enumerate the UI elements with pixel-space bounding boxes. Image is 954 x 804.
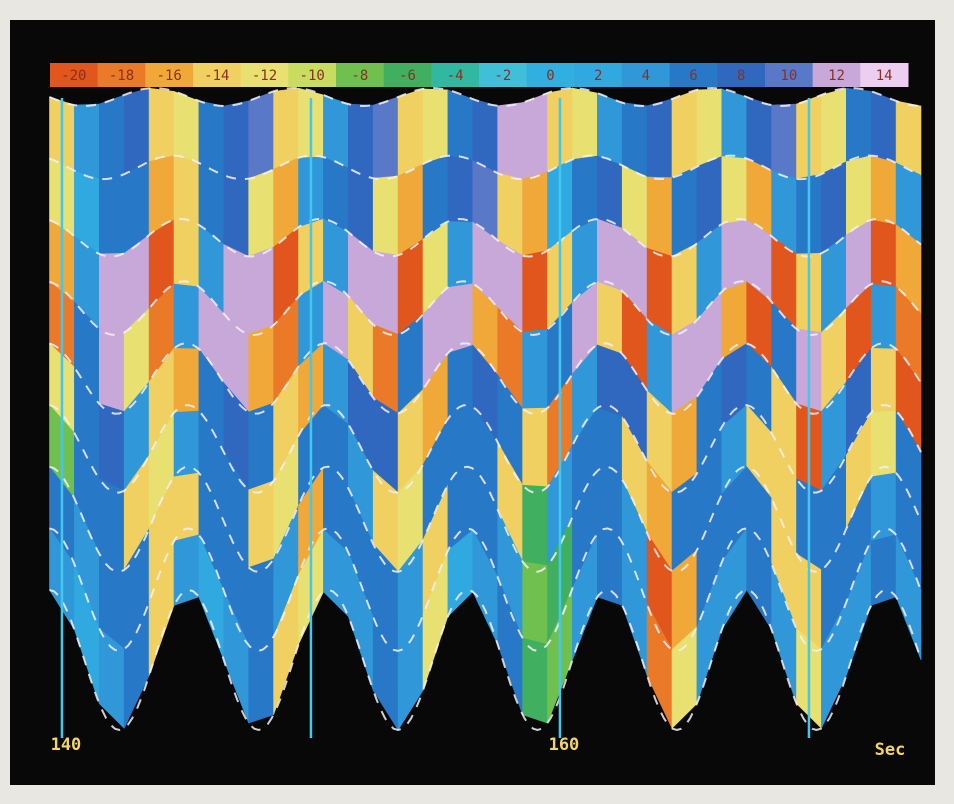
chart: -20-18-16-14-12-10-8-6-4-202468101214140… <box>0 0 954 804</box>
cell <box>622 103 647 177</box>
cell <box>672 90 697 178</box>
colorbar-label: -16 <box>157 68 182 84</box>
cell <box>249 403 274 490</box>
cell <box>722 89 747 159</box>
cell <box>74 104 99 179</box>
cell <box>348 104 373 178</box>
colorbar-label: 12 <box>828 68 845 84</box>
cell <box>398 89 423 176</box>
cell <box>597 471 622 542</box>
cell <box>124 88 149 174</box>
cell <box>871 91 896 163</box>
cell <box>174 284 199 349</box>
cell <box>149 88 174 161</box>
cell <box>523 93 548 179</box>
cell <box>249 559 274 645</box>
cell <box>423 89 448 164</box>
cell <box>448 156 473 222</box>
cell <box>174 348 199 412</box>
cell <box>597 408 622 480</box>
cell <box>722 156 747 224</box>
cell <box>224 101 249 179</box>
x-axis-label: Sec <box>875 740 906 760</box>
cell <box>99 404 124 491</box>
cell <box>597 93 622 165</box>
cell <box>597 282 622 354</box>
cell <box>249 325 274 412</box>
cell <box>523 172 548 256</box>
cell <box>473 99 498 173</box>
cell <box>572 88 597 160</box>
cell <box>99 95 124 179</box>
cell <box>597 156 622 228</box>
colorbar-label: 6 <box>689 68 697 84</box>
cell <box>249 91 274 178</box>
colorbar-label: 14 <box>876 68 893 84</box>
colorbar-label: -12 <box>252 68 277 84</box>
colorbar-label: 0 <box>546 68 554 84</box>
cell <box>174 220 199 287</box>
cell <box>174 156 199 225</box>
cell <box>871 535 896 605</box>
cell <box>99 253 124 332</box>
cell <box>498 103 523 180</box>
x-tick-label: 140 <box>51 735 82 755</box>
colorbar-label: -4 <box>447 68 464 84</box>
cell <box>523 485 548 565</box>
cell <box>174 535 199 605</box>
colorbar-label: -20 <box>61 68 86 84</box>
cell <box>672 167 697 257</box>
cell <box>373 97 398 178</box>
cell <box>647 177 672 256</box>
cell <box>672 243 697 335</box>
cell <box>846 88 871 161</box>
cell <box>448 284 473 353</box>
cell <box>523 408 548 487</box>
cell <box>772 104 797 179</box>
cell <box>523 329 548 408</box>
cell <box>274 88 299 169</box>
cell <box>448 345 473 419</box>
cell <box>373 176 398 255</box>
cell <box>448 222 473 288</box>
cell <box>871 156 896 225</box>
cell <box>99 329 124 412</box>
cell <box>697 89 722 167</box>
cell <box>249 169 274 256</box>
cell <box>174 473 199 541</box>
cell <box>174 411 199 477</box>
colorbar-label: -8 <box>351 68 368 84</box>
cell <box>224 175 249 256</box>
cell <box>821 88 846 174</box>
cell <box>896 101 921 175</box>
cell <box>871 220 896 287</box>
cell <box>199 101 224 175</box>
cell <box>647 99 672 178</box>
colorbar-label: 2 <box>594 68 602 84</box>
colorbar-label: 4 <box>642 68 650 84</box>
cell <box>597 534 622 605</box>
cell <box>871 348 896 412</box>
colorbar-label: -18 <box>109 68 134 84</box>
colorbar-label: -10 <box>300 68 325 84</box>
cell <box>373 251 398 334</box>
cell <box>523 251 548 333</box>
cell <box>448 90 473 161</box>
colorbar-label: -2 <box>494 68 511 84</box>
colorbar-label: -14 <box>204 68 229 84</box>
cell <box>174 91 199 163</box>
colorbar-label: 10 <box>780 68 797 84</box>
page: -20-18-16-14-12-10-8-6-4-202468101214140… <box>0 0 954 804</box>
x-tick-label: 160 <box>549 735 580 755</box>
cell <box>249 247 274 334</box>
cell <box>249 481 274 568</box>
cell <box>523 562 548 645</box>
colorbar-label: 8 <box>737 68 745 84</box>
cell <box>99 174 124 254</box>
cell <box>597 219 622 291</box>
colorbar-label: -6 <box>399 68 416 84</box>
cell <box>323 95 348 168</box>
cell <box>871 284 896 349</box>
